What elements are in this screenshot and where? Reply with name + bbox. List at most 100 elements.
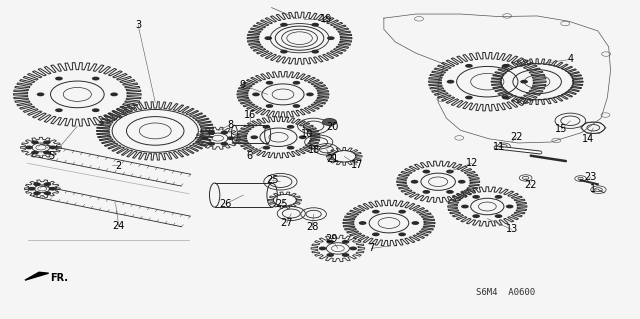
Text: 17: 17 [351,160,364,170]
Text: 19: 19 [320,14,333,24]
Text: S6M4  A0600: S6M4 A0600 [476,288,536,297]
Circle shape [446,190,454,194]
Polygon shape [25,272,49,280]
Circle shape [398,233,406,236]
Circle shape [55,77,63,80]
Circle shape [326,253,334,257]
Text: 16: 16 [244,110,256,120]
Circle shape [287,146,294,150]
Circle shape [412,221,419,225]
Circle shape [422,170,430,174]
Circle shape [292,104,300,108]
Text: 14: 14 [582,134,595,144]
Circle shape [446,170,454,174]
Circle shape [342,240,349,244]
Text: 27: 27 [280,218,293,228]
Circle shape [299,135,307,139]
Circle shape [306,93,314,96]
Circle shape [359,221,367,225]
Text: 10: 10 [301,129,314,139]
Circle shape [207,131,215,134]
Text: 4: 4 [567,55,573,64]
Circle shape [372,210,380,214]
Text: 9: 9 [239,80,245,90]
Circle shape [221,131,228,134]
Circle shape [323,119,337,125]
Circle shape [342,253,349,257]
Circle shape [49,145,57,149]
Text: 3: 3 [135,19,141,30]
Text: 11: 11 [493,142,505,152]
Text: 29: 29 [325,234,338,244]
Text: 21: 21 [326,154,339,164]
Circle shape [31,140,39,144]
Circle shape [461,204,468,208]
Circle shape [221,142,228,146]
Circle shape [44,191,51,195]
Circle shape [110,93,118,96]
Circle shape [327,36,335,40]
Circle shape [201,136,209,140]
Text: 8: 8 [228,120,234,130]
Circle shape [312,50,319,54]
Text: 25: 25 [275,199,288,209]
Circle shape [252,93,260,96]
Text: 24: 24 [113,221,125,231]
Circle shape [372,233,380,236]
Circle shape [319,247,326,250]
Circle shape [447,80,454,84]
Circle shape [55,108,63,112]
Text: 5: 5 [49,151,55,161]
Circle shape [472,214,480,218]
Circle shape [465,64,473,68]
Text: 7: 7 [368,243,374,253]
Circle shape [266,104,273,108]
Circle shape [398,210,406,214]
Text: 22: 22 [525,180,537,190]
Text: 28: 28 [306,222,319,233]
Text: 12: 12 [466,158,478,168]
Circle shape [25,145,33,149]
Circle shape [280,50,288,54]
Circle shape [411,180,419,184]
Circle shape [266,81,273,85]
Text: 2: 2 [116,161,122,171]
Circle shape [92,108,100,112]
Circle shape [326,240,334,244]
Circle shape [264,36,272,40]
Text: FR.: FR. [51,273,68,283]
Circle shape [287,125,294,129]
Circle shape [312,23,319,26]
Circle shape [292,81,300,85]
Circle shape [207,142,215,146]
Text: 20: 20 [326,122,339,132]
Circle shape [33,182,41,186]
Circle shape [422,190,430,194]
Circle shape [495,214,502,218]
Text: 22: 22 [511,132,523,142]
Text: 1: 1 [590,184,596,194]
Text: 13: 13 [506,224,518,234]
Circle shape [262,146,270,150]
Text: 26: 26 [220,199,232,209]
Circle shape [502,96,509,100]
Circle shape [36,93,44,96]
Text: 25: 25 [266,175,278,185]
Circle shape [458,180,465,184]
Text: 15: 15 [556,124,568,134]
Circle shape [92,77,100,80]
Text: 18: 18 [307,145,320,155]
Circle shape [495,195,502,199]
Circle shape [28,187,36,191]
Circle shape [472,195,480,199]
Circle shape [465,96,473,100]
Circle shape [44,182,51,186]
Circle shape [506,204,513,208]
Circle shape [280,23,288,26]
Circle shape [49,187,56,191]
Text: 23: 23 [584,172,597,182]
Circle shape [502,64,509,68]
Circle shape [349,247,357,250]
Circle shape [520,80,528,84]
Circle shape [43,151,51,154]
